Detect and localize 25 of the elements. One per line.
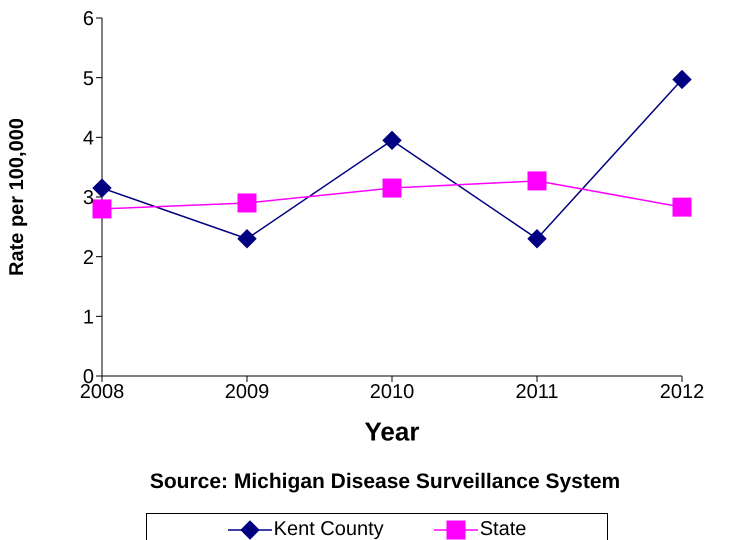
point [382, 130, 402, 150]
legend-label: State [480, 518, 526, 540]
x-tick-label: 2011 [515, 381, 559, 404]
point [238, 193, 256, 212]
point [528, 171, 546, 190]
y-tick-label: 6 [82, 8, 94, 30]
point [672, 198, 692, 217]
y-tick-label: 2 [82, 246, 94, 269]
y-tick-label: 3 [82, 187, 94, 210]
x-tick-label: 2009 [224, 381, 270, 404]
point [92, 199, 112, 218]
point [92, 178, 112, 198]
legend-label: Kent County [274, 518, 384, 540]
x-tick-label: 2012 [660, 381, 704, 404]
y-tick-label: 5 [82, 68, 94, 90]
point [672, 70, 692, 89]
point [528, 229, 546, 248]
x-tick-label: 2010 [370, 381, 414, 404]
x-axis-title: Year [364, 416, 420, 446]
point [382, 178, 402, 198]
y-tick-label: 4 [82, 127, 94, 150]
y-tick-label: 1 [82, 306, 94, 328]
source-note: Source: Michigan Disease Surveillance System [148, 470, 622, 494]
point [238, 229, 256, 248]
y-axis-title: Rate per 100,000 [6, 118, 28, 276]
